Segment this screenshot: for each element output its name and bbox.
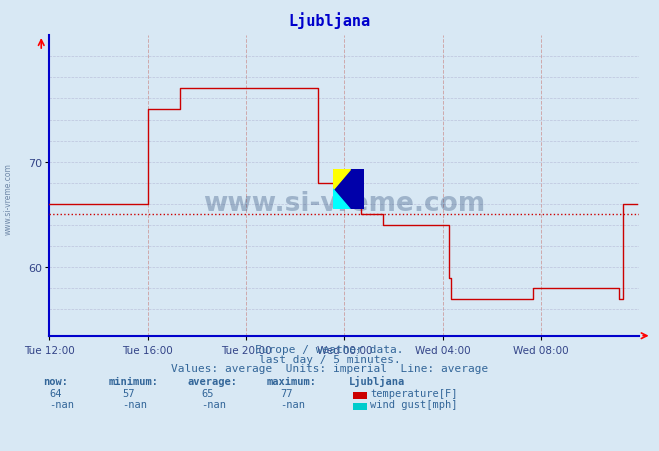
Text: -nan: -nan bbox=[122, 399, 147, 409]
Text: 64: 64 bbox=[49, 388, 62, 398]
Text: www.si-vreme.com: www.si-vreme.com bbox=[4, 162, 13, 235]
Text: last day / 5 minutes.: last day / 5 minutes. bbox=[258, 354, 401, 364]
Text: -nan: -nan bbox=[201, 399, 226, 409]
Text: average:: average: bbox=[188, 376, 238, 386]
Text: 57: 57 bbox=[122, 388, 134, 398]
Text: www.si-vreme.com: www.si-vreme.com bbox=[203, 191, 486, 217]
Text: 65: 65 bbox=[201, 388, 214, 398]
Text: Europe / weather data.: Europe / weather data. bbox=[255, 345, 404, 354]
Text: 77: 77 bbox=[280, 388, 293, 398]
Text: wind gust[mph]: wind gust[mph] bbox=[370, 399, 458, 409]
Text: minimum:: minimum: bbox=[109, 376, 159, 386]
Text: Ljubljana: Ljubljana bbox=[289, 12, 370, 29]
Text: Values: average  Units: imperial  Line: average: Values: average Units: imperial Line: av… bbox=[171, 363, 488, 373]
Text: Ljubljana: Ljubljana bbox=[349, 375, 405, 386]
Polygon shape bbox=[333, 169, 350, 189]
Text: maximum:: maximum: bbox=[267, 376, 317, 386]
Text: -nan: -nan bbox=[280, 399, 305, 409]
Text: temperature[F]: temperature[F] bbox=[370, 388, 458, 398]
Polygon shape bbox=[333, 189, 350, 210]
Text: now:: now: bbox=[43, 376, 68, 386]
Text: -nan: -nan bbox=[49, 399, 74, 409]
